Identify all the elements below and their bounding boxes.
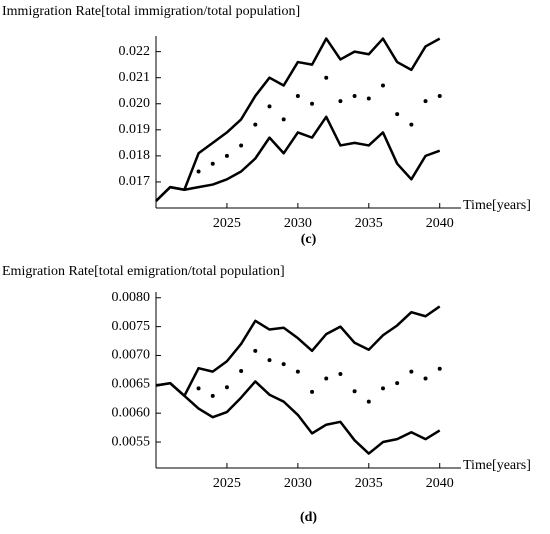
data-point xyxy=(239,369,244,374)
chart-title: Emigration Rate[total emigration/total p… xyxy=(2,264,285,279)
x-tick-label: 2025 xyxy=(213,216,241,231)
caption: (d) xyxy=(300,510,317,525)
y-tick-label: 0.0070 xyxy=(112,348,151,363)
data-point xyxy=(380,83,385,88)
data-point xyxy=(253,122,258,127)
y-tick-label: 0.0055 xyxy=(112,434,151,449)
data-point xyxy=(224,385,229,390)
data-point xyxy=(352,389,357,394)
data-point xyxy=(409,122,414,127)
y-tick-label: 0.021 xyxy=(119,70,151,85)
y-tick-label: 0.0080 xyxy=(112,290,151,305)
data-point xyxy=(423,99,428,104)
data-point xyxy=(310,101,315,106)
x-tick-label: 2035 xyxy=(355,216,383,231)
data-point xyxy=(196,386,201,391)
data-point xyxy=(295,369,300,374)
data-point xyxy=(210,161,215,166)
data-point xyxy=(210,393,215,398)
caption: (c) xyxy=(301,232,317,247)
y-tick-label: 0.0065 xyxy=(112,377,151,392)
x-tick-label: 2030 xyxy=(284,476,312,491)
data-point xyxy=(310,389,315,394)
data-point xyxy=(423,376,428,381)
y-tick-label: 0.017 xyxy=(119,174,151,189)
data-point xyxy=(281,362,286,367)
data-point xyxy=(380,386,385,391)
data-point xyxy=(267,104,272,109)
data-point xyxy=(196,169,201,174)
x-tick-label: 2030 xyxy=(284,216,312,231)
data-point xyxy=(395,381,400,386)
x-tick-label: 2040 xyxy=(426,476,454,491)
x-tick-label: 2035 xyxy=(355,476,383,491)
y-tick-label: 0.019 xyxy=(119,122,151,137)
series-line xyxy=(155,305,441,398)
data-point xyxy=(366,96,371,101)
data-point xyxy=(281,117,286,122)
y-tick-label: 0.020 xyxy=(119,96,151,111)
data-point xyxy=(395,112,400,117)
chart-title: Immigration Rate[total immigration/total… xyxy=(2,4,300,19)
data-point xyxy=(253,348,258,353)
data-point xyxy=(267,358,272,363)
data-point xyxy=(295,93,300,98)
x-axis-label: Time[years] xyxy=(463,198,531,213)
data-point xyxy=(338,371,343,376)
data-point xyxy=(409,369,414,374)
data-point xyxy=(239,143,244,148)
data-point xyxy=(338,99,343,104)
series-line xyxy=(155,380,441,455)
x-axis-label: Time[years] xyxy=(463,458,531,473)
y-tick-label: 0.018 xyxy=(119,148,151,163)
data-point xyxy=(437,93,442,98)
data-point xyxy=(324,75,329,80)
y-tick-label: 0.0075 xyxy=(112,319,151,334)
y-tick-label: 0.0060 xyxy=(112,405,151,420)
x-tick-label: 2040 xyxy=(426,216,454,231)
data-point xyxy=(437,366,442,371)
x-tick-label: 2025 xyxy=(213,476,241,491)
series-line xyxy=(155,37,441,202)
y-tick-label: 0.022 xyxy=(119,44,151,59)
series-line xyxy=(155,115,441,202)
data-point xyxy=(324,376,329,381)
data-point xyxy=(366,399,371,404)
data-point xyxy=(224,153,229,158)
data-point xyxy=(352,93,357,98)
